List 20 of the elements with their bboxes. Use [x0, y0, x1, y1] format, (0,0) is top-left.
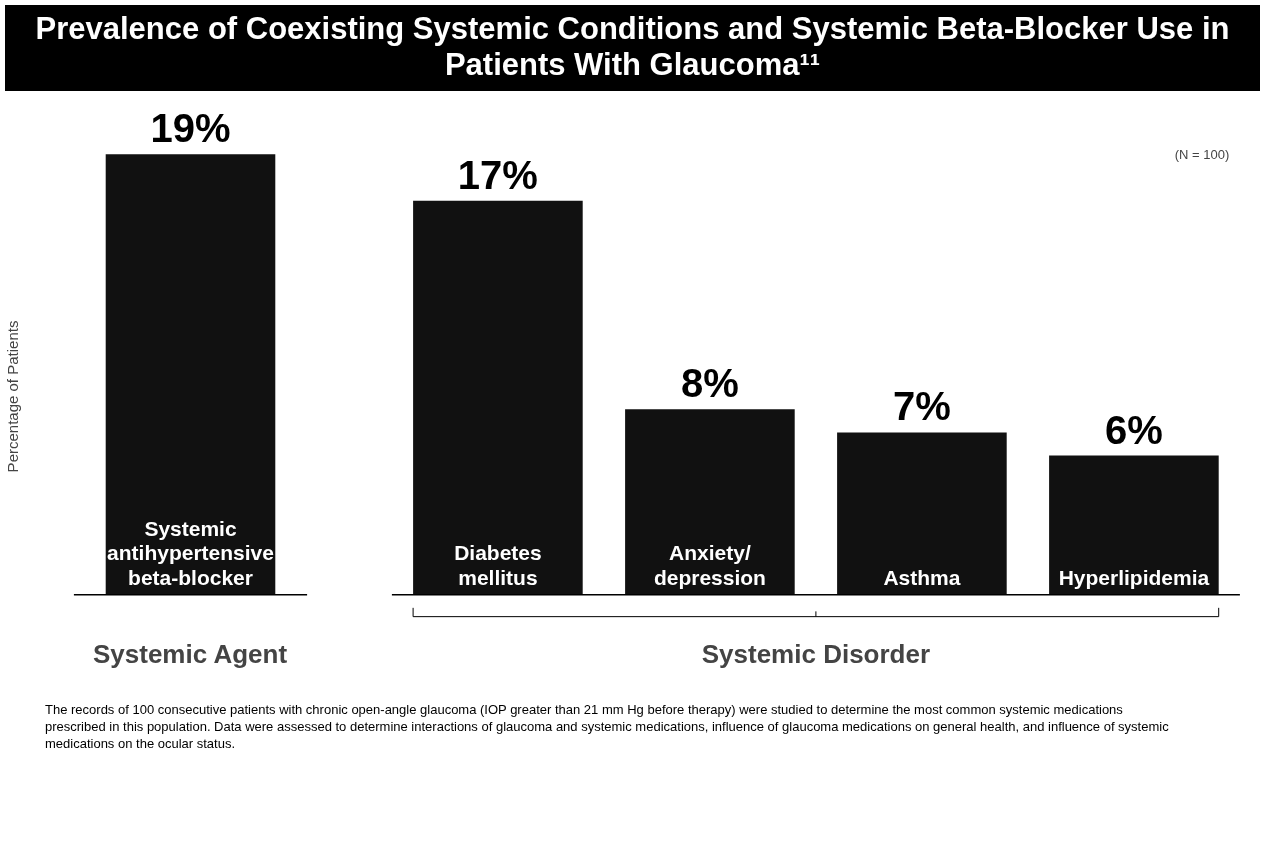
x-tick-label: Systemic antihypertensive beta-blocker	[107, 517, 274, 589]
annotation: (N = 100)	[1174, 146, 1230, 162]
x-tick-label: Anxiety/ depression	[653, 541, 766, 589]
x-tick-label: Diabetes mellitus	[454, 541, 542, 589]
x-tick-label: Hyperlipidemia	[1058, 565, 1210, 589]
x-tick-label: Asthma	[883, 565, 961, 589]
bar	[625, 409, 795, 595]
data-label: 7%	[892, 384, 951, 429]
bar	[1049, 455, 1219, 595]
bar	[413, 200, 583, 595]
y-axis-title: Percentage of Patients	[3, 320, 21, 473]
text: Systemic Disorder	[701, 638, 931, 669]
chart-title: Prevalence of Coexisting Systemic Conditions and Systemic Beta-Blocker Use in Patients With Glaucoma¹¹	[34, 11, 1231, 83]
text: Systemic Agent	[92, 638, 288, 669]
text: The records of 100 consecutive patients with chronic open-angle glaucoma (IOP greater than 21 mm Hg before therapy) were studied to determine the most common systemic medications prescribed in this population. Data were assessed to determine interactions of glaucoma and systemic medications, influence of glaucoma medications on general health, and influence of systemic medications on the ocular status.	[45, 701, 1170, 752]
data-label: 17%	[457, 152, 538, 197]
data-label: 8%	[680, 361, 739, 406]
data-label: 6%	[1104, 407, 1163, 452]
bar	[837, 432, 1007, 595]
data-label: 19%	[150, 106, 231, 151]
